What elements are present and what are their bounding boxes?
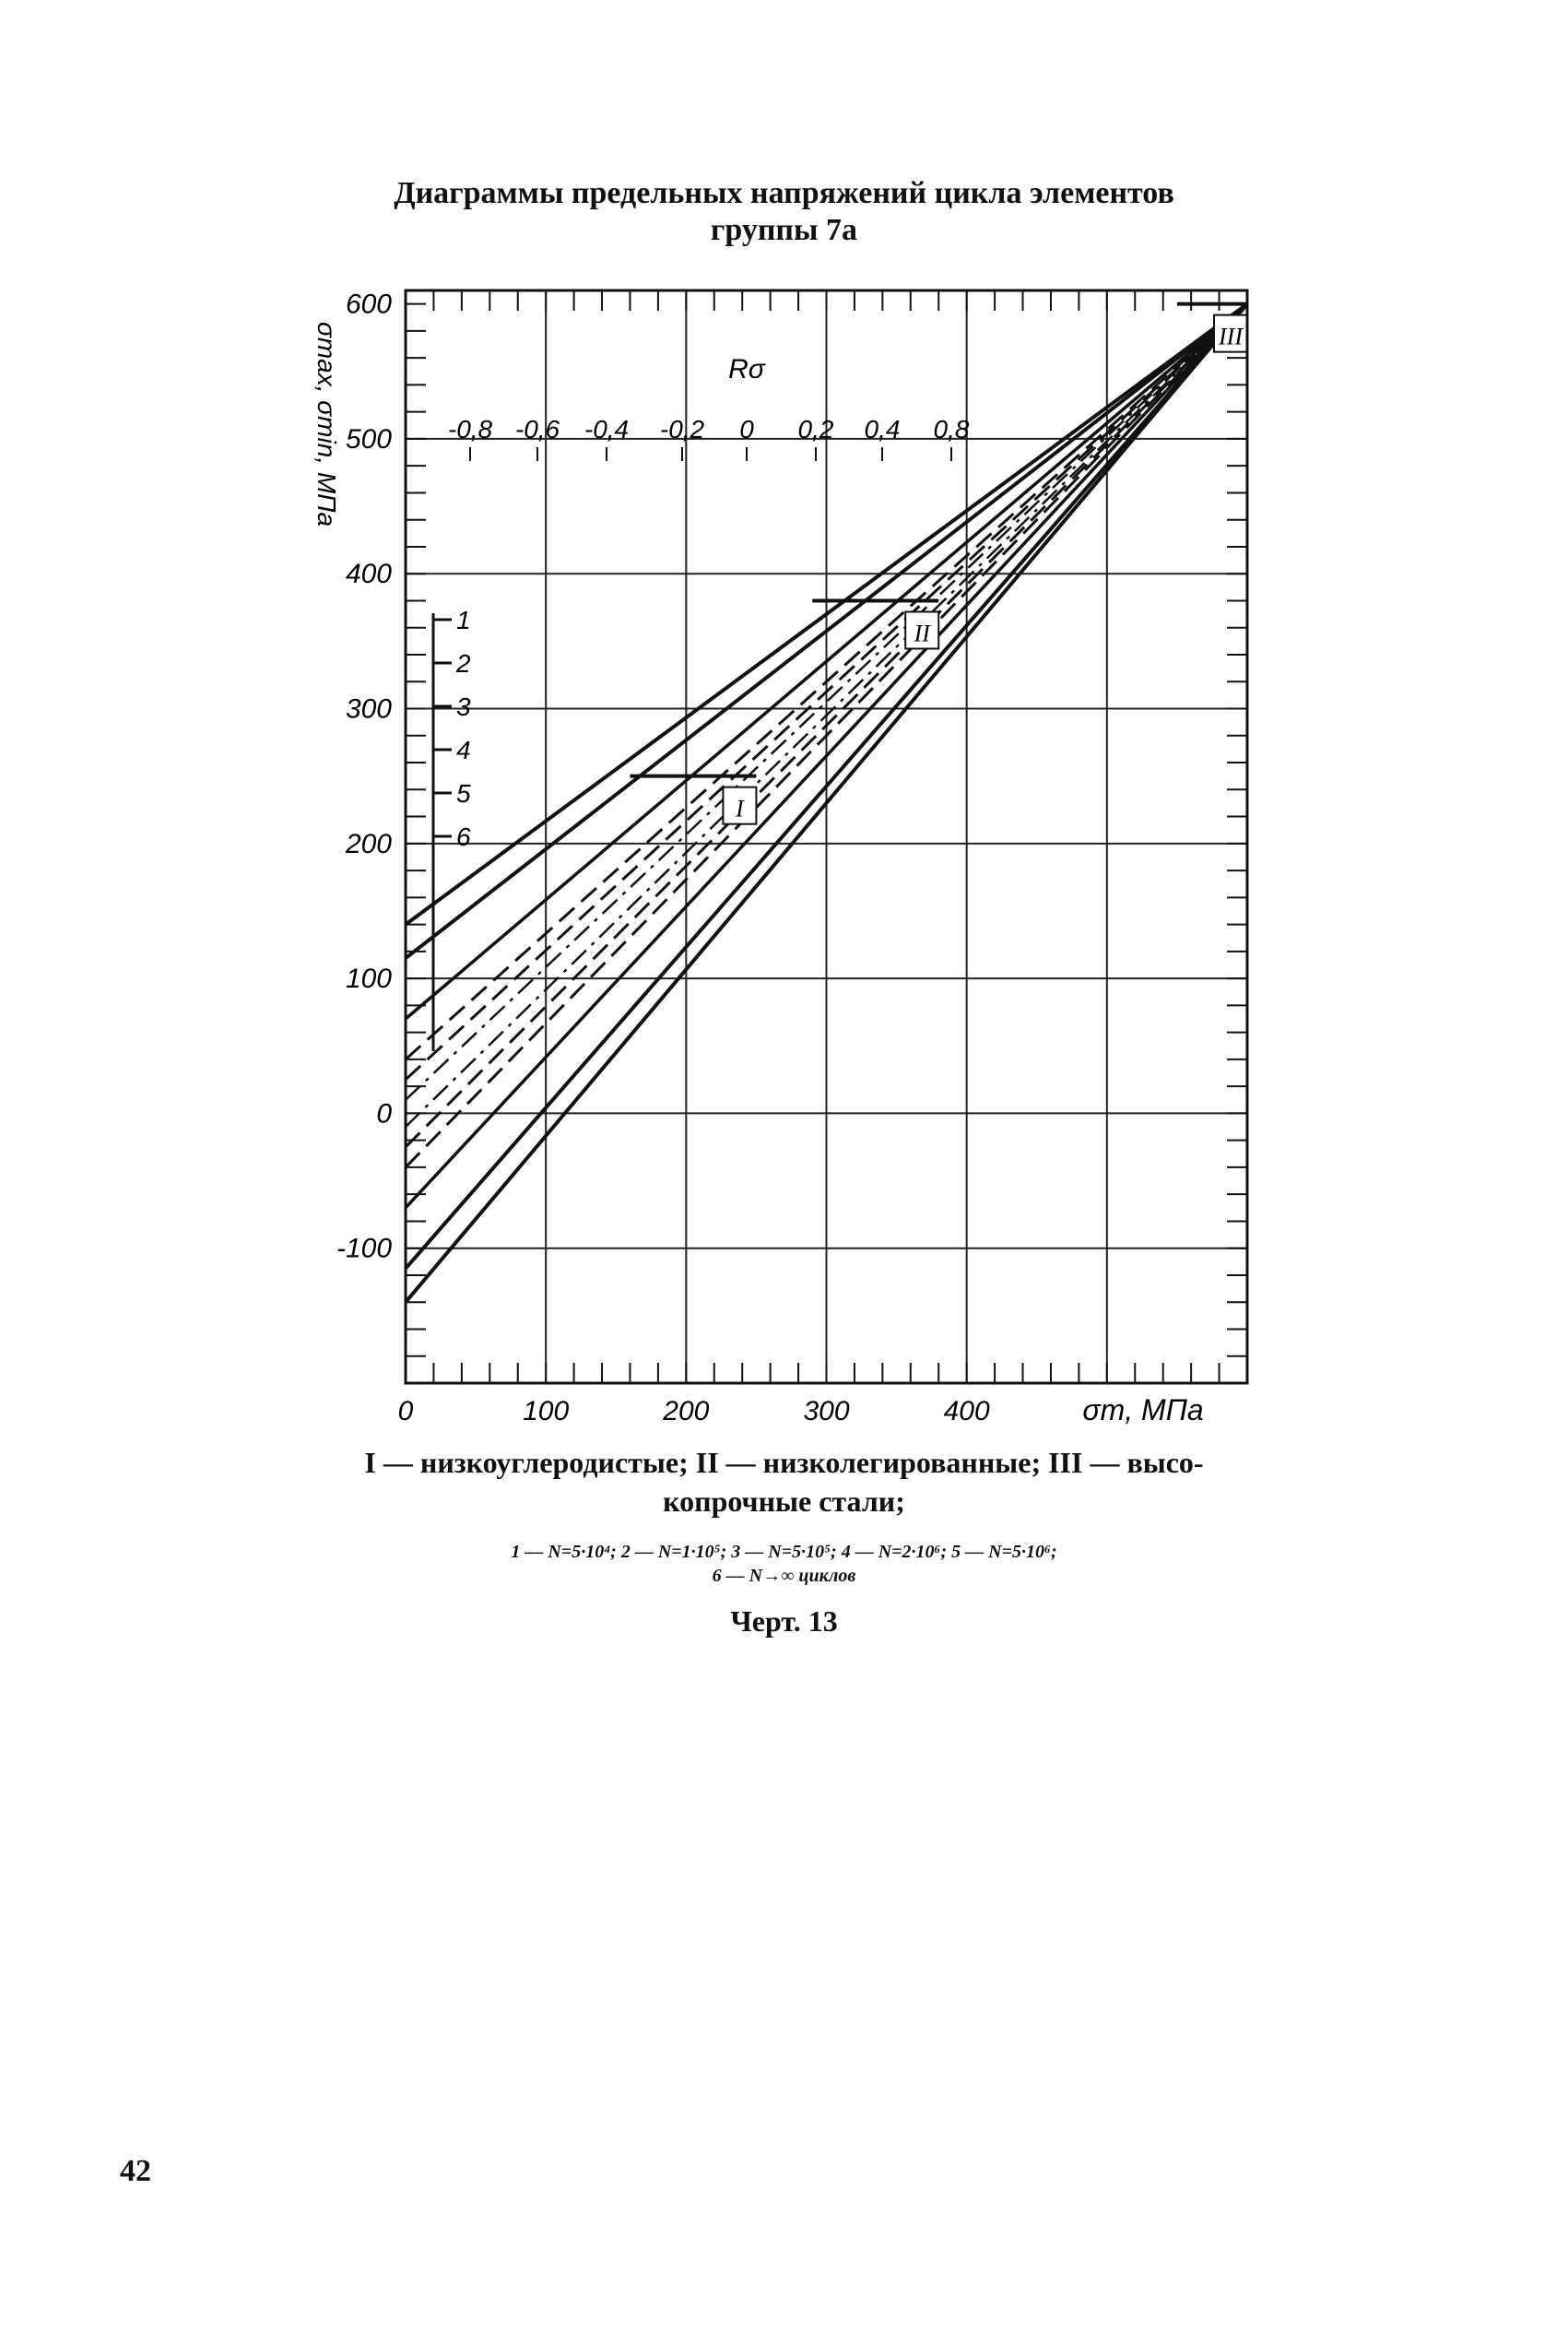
curve-label: 3 (456, 692, 471, 721)
x-tick-label: 200 (662, 1396, 709, 1426)
curve-legend: 1 2 3 4 5 6 (431, 606, 471, 1051)
y-axis-label: σmax, σmin, МПа (312, 322, 341, 527)
x-tick-label: 0 (398, 1396, 414, 1426)
figure-label: Черт. 13 (730, 1604, 838, 1638)
r-scale-tick: -0,8 (448, 415, 493, 444)
axis-labels: 0 100 200 300 400 600 500 400 300 200 100 0 -100 σm, … (312, 290, 1204, 1426)
region-box-III (1213, 314, 1248, 353)
r-scale-tick: 0,4 (865, 415, 901, 444)
curve-6-lower (405, 302, 1248, 1128)
curve-3-upper (404, 302, 1249, 1021)
region-label: III (1218, 324, 1244, 350)
caption-line1: I — низкоуглеродистые; II — низколегиров… (364, 1446, 1204, 1479)
curve-1-lower (404, 302, 1249, 1304)
curve-label: 1 (456, 606, 471, 634)
y-tick-label: 200 (345, 829, 392, 859)
curve-5-upper (404, 302, 1249, 1081)
y-tick-label: 500 (346, 424, 392, 455)
region-box-II (904, 610, 940, 650)
r-scale-tick: 0 (739, 415, 754, 444)
axis-ticks (405, 290, 1248, 1383)
caption-line3: 1 — N=5·10⁴; 2 — N=1·10⁵; 3 — N=5·10⁵; 4… (511, 1542, 1057, 1562)
r-scale: Rσ -0,8 -0,6 -0,4 -0,2 0 0,2 0,4 0,8 (448, 354, 970, 461)
region-box-I (722, 786, 758, 825)
y-tick-label: 300 (346, 694, 392, 725)
curve-3-lower (404, 302, 1249, 1210)
r-scale-tick: -0,6 (515, 415, 560, 444)
curve-1-upper (404, 302, 1249, 927)
curve-label: 4 (456, 736, 471, 764)
x-tick-label: 400 (944, 1396, 990, 1426)
curves (404, 302, 1249, 1304)
curve-2-lower (404, 302, 1249, 1270)
page-number: 42 (120, 2154, 151, 2188)
r-scale-tick: 0,2 (798, 415, 834, 444)
x-axis-label: σm, МПа (1082, 1393, 1203, 1426)
curve-label: 2 (455, 649, 471, 678)
y-tick-label: -100 (336, 1234, 392, 1264)
curve-5-lower (404, 302, 1249, 1149)
y-tick-label: 100 (346, 964, 392, 994)
caption-line4: 6 — N→∞ циклов (712, 1566, 856, 1586)
r-scale-tick: -0,4 (584, 415, 629, 444)
curve-4-upper (404, 302, 1249, 1061)
plot-frame (404, 289, 1249, 1385)
y-tick-label: 600 (346, 290, 392, 320)
curve-label: 6 (456, 822, 471, 851)
r-scale-tick: -0,2 (660, 415, 705, 444)
region-label: II (914, 620, 932, 646)
chart-title-line2: группы 7а (710, 213, 858, 247)
r-scale-title: Rσ (728, 354, 767, 385)
y-tick-label: 400 (346, 559, 392, 589)
curve-4-lower (404, 302, 1249, 1168)
curve-2-upper (404, 302, 1249, 960)
r-scale-tick: 0,8 (934, 415, 970, 444)
y-tick-label: 0 (376, 1098, 392, 1129)
caption-line2: копрочные стали; (663, 1485, 905, 1518)
chart-title-line1: Диаграммы предельных напряжений цикла эл… (394, 176, 1174, 210)
region-label: I (735, 796, 745, 822)
x-tick-label: 300 (803, 1396, 849, 1426)
curve-label: 5 (456, 779, 471, 808)
x-tick-label: 100 (523, 1396, 569, 1426)
